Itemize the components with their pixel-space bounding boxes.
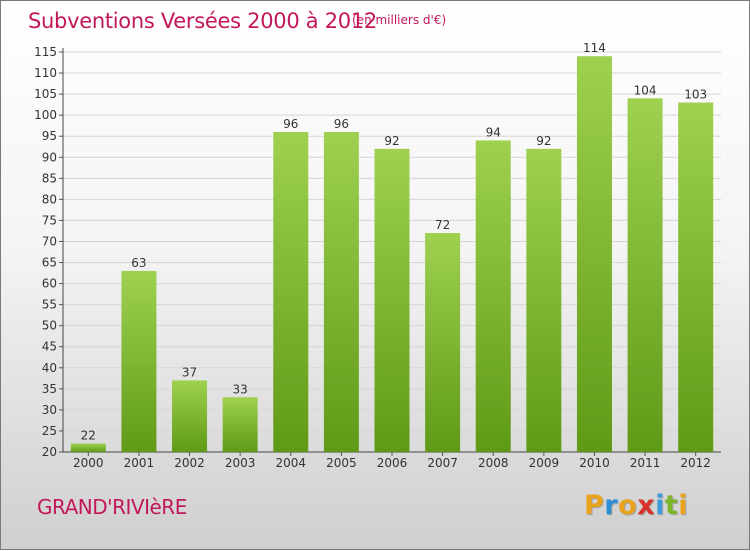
y-tick-label: 40 — [42, 361, 57, 375]
logo-letter: P — [584, 490, 605, 521]
bar-2001 — [121, 270, 157, 452]
value-label: 33 — [233, 382, 248, 396]
x-tick-label: 2002 — [174, 456, 205, 470]
y-tick-label: 105 — [34, 87, 57, 101]
x-tick-label: 2007 — [427, 456, 458, 470]
y-tick-label: 70 — [42, 234, 57, 248]
y-tick-label: 45 — [42, 340, 57, 354]
value-label: 72 — [435, 218, 450, 232]
x-tick-label: 2012 — [680, 456, 711, 470]
bar-2010 — [576, 56, 612, 453]
x-tick-label: 2010 — [579, 456, 610, 470]
y-tick-label: 60 — [42, 277, 57, 291]
y-tick-label: 90 — [42, 150, 57, 164]
logo-letter: r — [604, 490, 619, 521]
x-tick-label: 2004 — [275, 456, 306, 470]
logo-letter: t — [664, 490, 679, 521]
logo-letter: i — [655, 490, 665, 521]
x-tick-label: 2003 — [225, 456, 256, 470]
place-name: GRAND'RIVIèRE — [37, 495, 187, 519]
x-tick-label: 2009 — [529, 456, 560, 470]
y-tick-label: 50 — [42, 319, 57, 333]
chart-title: Subventions Versées 2000 à 2012 — [28, 9, 377, 33]
bar-2007 — [425, 233, 461, 452]
logo-letter: x — [637, 490, 656, 521]
bar-2003 — [222, 397, 258, 452]
bar-2000 — [70, 443, 106, 452]
y-tick-label: 85 — [42, 171, 57, 185]
y-tick-label: 30 — [42, 403, 57, 417]
value-label: 96 — [334, 117, 349, 131]
value-label: 103 — [684, 88, 707, 102]
x-tick-label: 2008 — [478, 456, 509, 470]
value-label: 92 — [536, 134, 551, 148]
y-tick-label: 55 — [42, 298, 57, 312]
x-tick-label: 2000 — [73, 456, 104, 470]
bar-2009 — [526, 148, 562, 452]
x-tick-label: 2001 — [124, 456, 155, 470]
y-tick-label: 20 — [42, 445, 57, 459]
y-tick-label: 95 — [42, 129, 57, 143]
y-tick-label: 25 — [42, 424, 57, 438]
x-tick-label: 2005 — [326, 456, 357, 470]
logo-letter: o — [618, 490, 638, 521]
bar-2005 — [323, 132, 359, 452]
value-label: 94 — [486, 125, 501, 139]
x-tick-label: 2006 — [377, 456, 408, 470]
logo-letter: i — [678, 490, 689, 521]
y-tick-label: 100 — [34, 108, 57, 122]
proxiti-logo: Proxiti — [584, 490, 688, 521]
bar-2011 — [627, 98, 663, 452]
chart-subtitle: (en milliers d'€) — [352, 13, 447, 27]
value-label: 114 — [583, 41, 606, 55]
value-label: 96 — [283, 117, 298, 131]
bar-2006 — [374, 148, 410, 452]
y-tick-label: 80 — [42, 192, 57, 206]
bar-2008 — [475, 140, 511, 452]
y-tick-label: 110 — [34, 66, 57, 80]
value-label: 92 — [384, 134, 399, 148]
y-tick-label: 35 — [42, 382, 57, 396]
value-label: 37 — [182, 365, 197, 379]
y-tick-label: 75 — [42, 213, 57, 227]
value-label: 63 — [131, 256, 146, 270]
bar-2012 — [678, 102, 714, 453]
x-tick-label: 2011 — [630, 456, 661, 470]
y-tick-label: 65 — [42, 256, 57, 270]
y-tick-label: 115 — [34, 45, 57, 59]
value-label: 22 — [81, 429, 96, 443]
value-label: 104 — [634, 83, 657, 97]
bar-2004 — [273, 132, 309, 452]
bar-2002 — [172, 380, 208, 452]
